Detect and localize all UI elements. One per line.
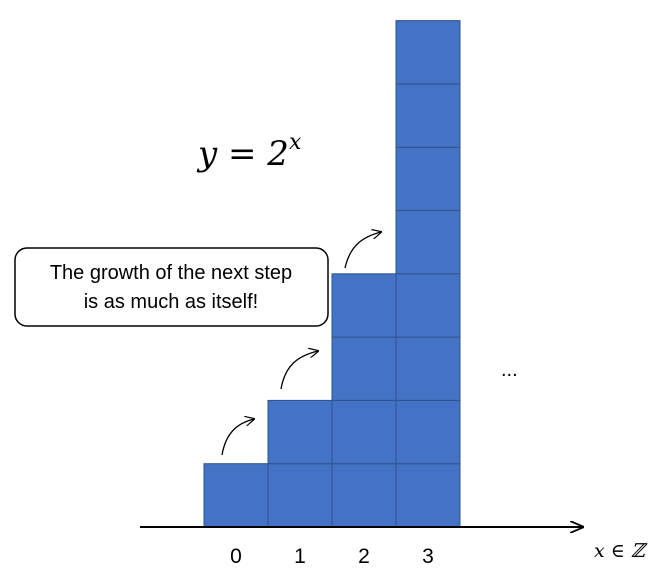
block-x3-1 xyxy=(395,463,461,528)
block-x2-4 xyxy=(331,273,397,338)
callout-box: The growth of the next step is as much a… xyxy=(14,247,329,327)
block-x3-6 xyxy=(395,146,461,211)
block-x3-3 xyxy=(395,336,461,401)
block-x3-8 xyxy=(395,20,461,85)
tick-label-2: 2 xyxy=(358,545,370,568)
formula-exponent: x xyxy=(289,130,302,155)
formula: y = 2x xyxy=(196,130,302,174)
block-x0-1 xyxy=(203,463,269,528)
block-x3-7 xyxy=(395,83,461,148)
continuation-ellipsis: ... xyxy=(501,359,518,381)
block-x2-1 xyxy=(331,463,397,528)
tick-labels: 0 1 2 3 xyxy=(230,545,434,568)
formula-base: y = 2 xyxy=(196,134,289,174)
block-x3-4 xyxy=(395,273,461,338)
growth-arrow-2 xyxy=(280,351,318,390)
block-x1-2 xyxy=(267,399,333,465)
block-x3-5 xyxy=(395,210,461,275)
callout-line-2: is as much as itself! xyxy=(84,291,259,313)
growth-arrow-1 xyxy=(221,419,254,456)
tick-label-3: 3 xyxy=(422,545,434,568)
block-x2-2 xyxy=(331,399,397,465)
axis-label: x ∈ ℤ xyxy=(594,540,648,562)
block-x3-2 xyxy=(395,399,461,465)
tick-label-0: 0 xyxy=(230,545,242,568)
growth-arrow-3 xyxy=(344,232,381,269)
block-stacks xyxy=(203,20,461,528)
callout-line-1: The growth of the next step xyxy=(50,262,292,284)
tick-label-1: 1 xyxy=(294,545,306,568)
block-x2-3 xyxy=(331,336,397,401)
block-x1-1 xyxy=(267,463,333,528)
